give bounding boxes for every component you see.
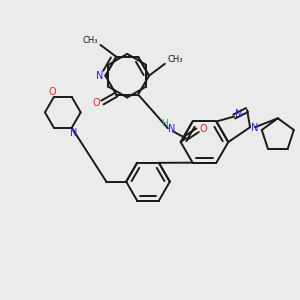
Text: H: H	[161, 119, 168, 128]
Text: O: O	[48, 87, 56, 97]
Text: N: N	[251, 123, 259, 133]
Text: N: N	[96, 71, 103, 81]
Text: CH₃: CH₃	[167, 55, 182, 64]
Text: CH₃: CH₃	[83, 37, 98, 46]
Text: N: N	[168, 124, 176, 134]
Text: N: N	[70, 128, 77, 138]
Text: O: O	[93, 98, 100, 109]
Text: N: N	[236, 109, 243, 118]
Text: O: O	[200, 124, 207, 134]
